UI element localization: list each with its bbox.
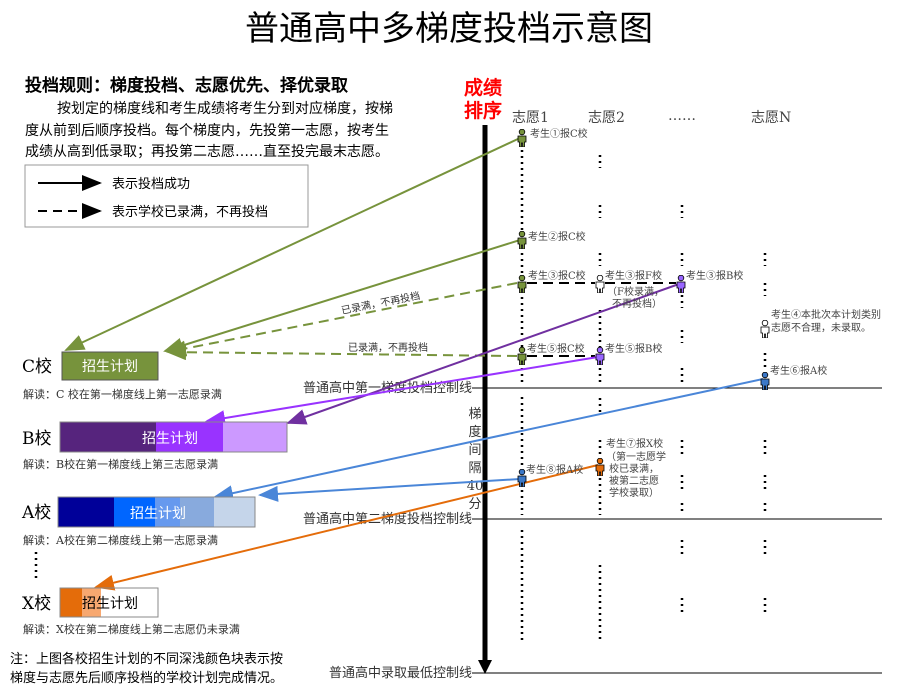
interval-label: 梯 度 间 隔 40 分 [467, 407, 484, 512]
candidate-label: 考生⑥报A校 [770, 364, 827, 377]
candidate-label: 考生⑦报X校 [606, 437, 663, 450]
candidate-label: 考生④本批次本计划类别 [771, 308, 881, 321]
column-header: 志愿1 [512, 110, 549, 126]
column-header: 志愿2 [588, 110, 625, 126]
interval-char: 分 [468, 497, 481, 512]
candidate-label: 考生⑤报C校 [527, 342, 585, 355]
school-b: B校 招生计划 解读：B校在第一梯度线上第三志愿录满 [22, 421, 288, 471]
candidate-label: 考生③报C校 [528, 269, 586, 282]
candidate-label: 考生②报C校 [528, 230, 586, 243]
arrow-b5 [205, 356, 599, 426]
candidate-label: 考生①报C校 [530, 127, 588, 140]
arrows [64, 137, 764, 591]
column-header: …… [668, 108, 696, 124]
rules-line: 度从前到后顺序投档。每个梯度内，先投第一志愿，按考生 [25, 122, 389, 139]
person-icon [595, 275, 605, 293]
school-note: 解读：B校在第一梯度线上第三志愿录满 [23, 457, 218, 471]
arrow-c3-dashed [166, 282, 518, 357]
person-icon [595, 347, 605, 365]
school-c: C校 招生计划 解读：C 校在第一梯度线上第一志愿录满 [22, 351, 222, 401]
school-name: X校 [22, 594, 51, 614]
person-icon [517, 347, 527, 365]
x7-note: 校已录满， [609, 462, 659, 475]
rules-heading: 投档规则：梯度投档、志愿优先、择优录取 [25, 75, 348, 96]
person-icon [517, 129, 527, 147]
plan-label: 招生计划 [82, 596, 138, 612]
interval-char: 间 [468, 443, 481, 458]
plan-label: 招生计划 [82, 359, 138, 375]
interval-char: 梯 [468, 407, 481, 422]
interval-char: 度 [468, 424, 481, 440]
control-line-label: 普通高中第二梯度投档控制线 [303, 511, 472, 527]
arrow-a8 [258, 478, 521, 502]
arrow-b3 [286, 283, 680, 425]
axis-label: 成绩 [464, 76, 502, 99]
x7-note: 被第二志愿 [609, 474, 659, 487]
person-icon [517, 275, 527, 293]
plan-label: 招生计划 [130, 506, 186, 522]
axis-label: 排序 [464, 99, 502, 122]
arrow-c5-dashed [166, 344, 518, 361]
f-note: 不再投档） [612, 297, 662, 310]
rules-line: 成绩从高到低录取；再投第二志愿……直至投完最末志愿。 [25, 143, 389, 160]
candidate-label: 考生③报B校 [686, 269, 743, 282]
full-label: 已录满，不再投档 [348, 341, 428, 354]
school-note: 解读：C 校在第一梯度线上第一志愿录满 [23, 387, 222, 401]
f-note: （F校录满， [607, 285, 664, 298]
footnote: 梯度与志愿先后顺序投档的学校计划完成情况。 [10, 670, 283, 686]
school-name: A校 [21, 503, 51, 523]
person-icon [676, 275, 686, 293]
person-icon [760, 320, 770, 338]
page-title: 普通高中多梯度投档示意图 [245, 9, 653, 49]
dotted-columns [520, 150, 767, 640]
arrow-c1 [64, 137, 521, 351]
candidate-label: 志愿不合理，未录取。 [771, 321, 871, 334]
school-a: A校 招生计划 解读：A校在第二梯度线上第一志愿录满 [21, 496, 256, 547]
x7-note: （第一志愿学 [606, 450, 666, 463]
arrow-x7 [94, 464, 599, 591]
person-icon [517, 231, 527, 249]
person-icon [760, 372, 770, 390]
axis-arrow-icon [478, 660, 492, 674]
legend-dashed-label: 表示学校已录满，不再投档 [112, 204, 268, 220]
school-x: X校 招生计划 解读：X校在第二梯度线上第二志愿仍未录满 [22, 587, 240, 636]
person-icon [595, 458, 605, 476]
school-name: C校 [22, 357, 52, 377]
control-line-label: 普通高中录取最低控制线 [329, 665, 472, 681]
arrow-c2 [163, 239, 521, 354]
legend: 表示投档成功 表示学校已录满，不再投档 [24, 164, 309, 228]
school-note: 解读：A校在第二梯度线上第一志愿录满 [23, 533, 218, 547]
candidate-label: 考生⑧报A校 [526, 463, 583, 476]
school-name: B校 [22, 429, 52, 449]
school-note: 解读：X校在第二梯度线上第二志愿仍未录满 [23, 622, 240, 636]
footnote: 注：上图各校招生计划的不同深浅颜色块表示按 [10, 651, 283, 667]
candidate-label: 考生⑤报B校 [605, 342, 662, 355]
interval-char: 隔 [468, 461, 481, 476]
column-header: 志愿N [751, 110, 791, 126]
plan-label: 招生计划 [142, 431, 198, 447]
legend-solid-label: 表示投档成功 [112, 176, 190, 192]
candidate-label: 考生③报F校 [605, 269, 662, 282]
arrow-a6 [213, 378, 764, 502]
x7-note: 学校录取） [609, 486, 659, 499]
rules-line: 按划定的梯度线和考生成绩将考生分到对应梯度，按梯 [57, 100, 393, 117]
